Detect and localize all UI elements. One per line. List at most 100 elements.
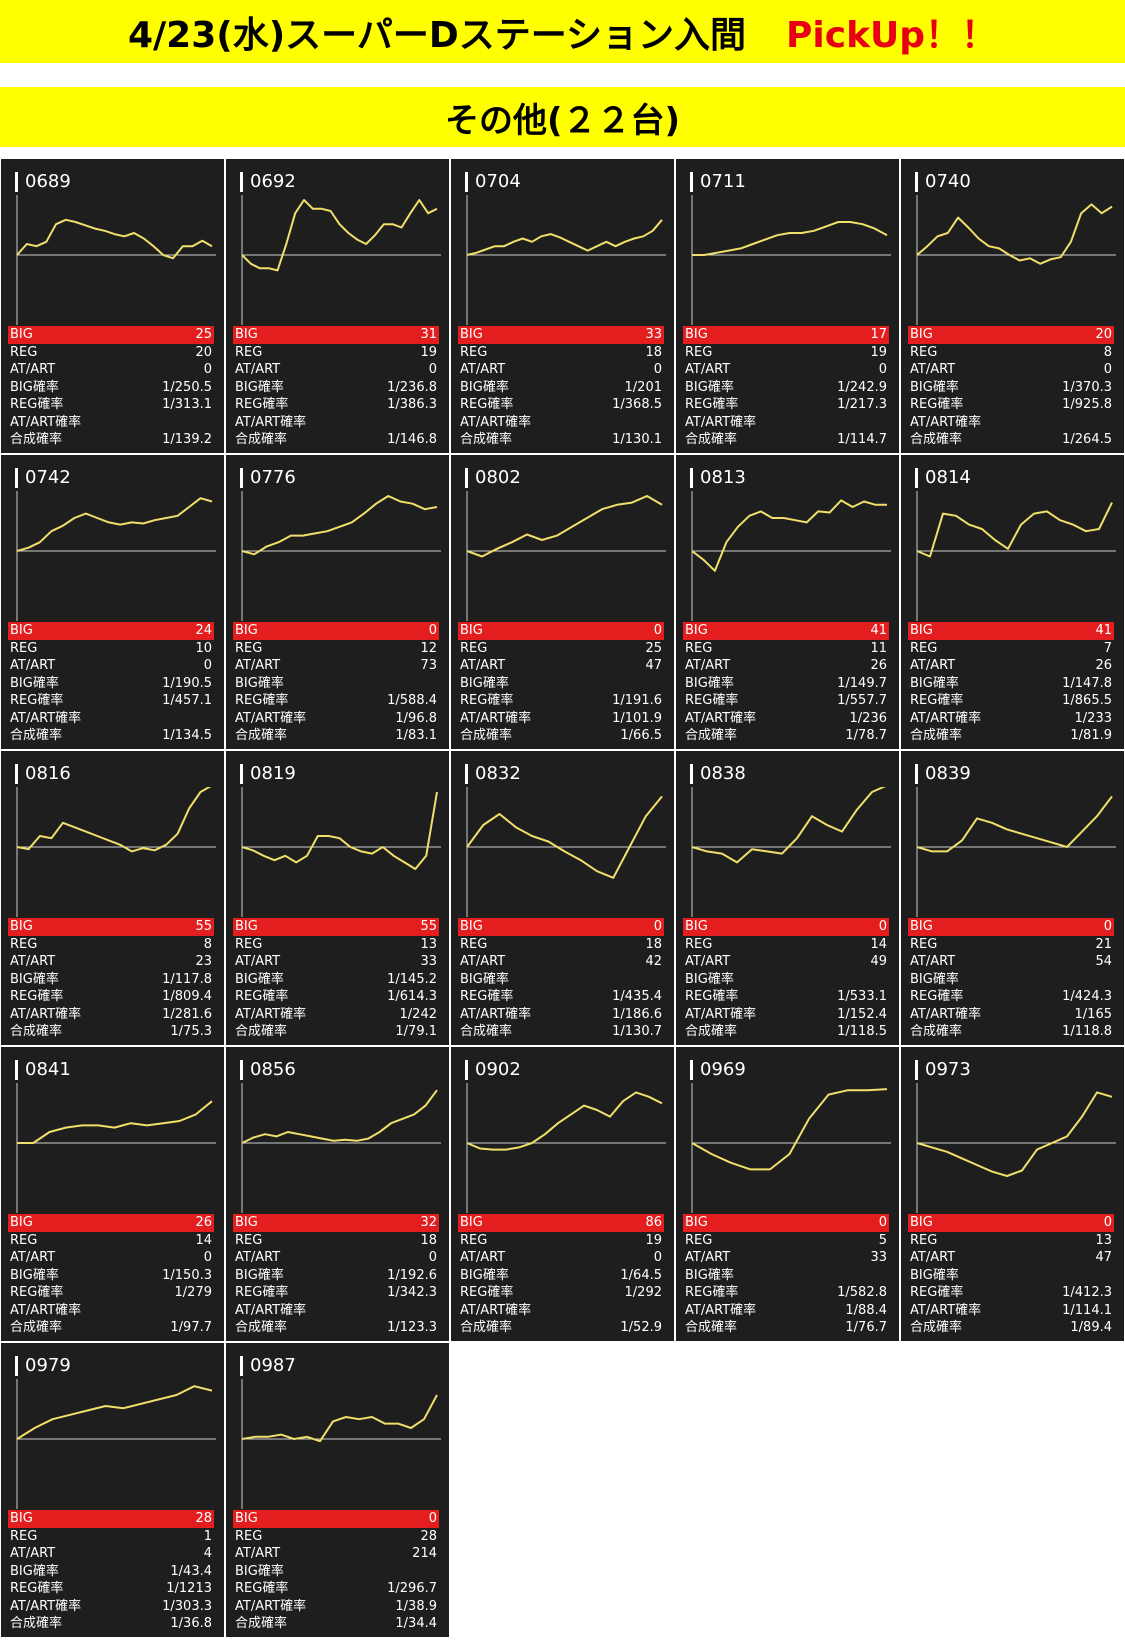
machine-card[interactable]: 0979 BIG 28 REG 1 AT/ART 4 BIG確率 1/43.4 … [1,1343,224,1637]
machine-number: 0814 [925,467,971,488]
stat-value: 1/236 [849,710,887,726]
stat-value: 1/296.7 [387,1581,437,1596]
stat-value: 18 [645,344,662,360]
stat-row-total-rate: 合成確率 1/78.7 [683,727,889,745]
stat-label: REG確率 [10,1285,64,1300]
stat-value: 1/83.1 [395,728,437,743]
stat-value: 1/192.6 [387,1267,437,1283]
stat-label: REG確率 [460,989,514,1004]
stat-label: AT/ART確率 [910,1302,982,1318]
stats-table: BIG 20 REG 8 AT/ART 0 BIG確率 1/370.3 REG確… [908,326,1114,449]
machine-card[interactable]: 0816 BIG 55 REG 8 AT/ART 23 BIG確率 1/117.… [1,751,224,1045]
stat-label: BIG [235,1215,258,1230]
stat-row-at-rate: AT/ART確率 1/303.3 [8,1598,214,1616]
stat-row-big-rate: BIG確率 1/147.8 [908,675,1114,693]
machine-card[interactable]: 0969 BIG 0 REG 5 AT/ART 33 BIG確率 REG確率 1… [676,1047,899,1341]
stat-row-reg: REG 14 [8,1232,214,1250]
stat-row-reg: REG 18 [458,936,664,954]
stat-value: 26 [1095,658,1112,673]
stat-label: REG [235,640,263,656]
stat-label: REG [10,936,38,952]
stat-label: AT/ART確率 [10,1006,82,1022]
stat-label: BIG確率 [235,1267,284,1283]
machine-number: 0711 [700,171,746,192]
stat-value: 1/292 [624,1285,662,1300]
graph-line [241,495,438,556]
stat-label: 合成確率 [460,432,513,447]
machine-card[interactable]: 0819 BIG 55 REG 13 AT/ART 33 BIG確率 1/145… [226,751,449,1045]
stat-label: AT/ART確率 [460,1302,532,1318]
accent-bar [15,1356,18,1376]
machine-number: 0740 [925,171,971,192]
stat-label: BIG [685,327,708,342]
accent-bar [240,764,243,784]
stat-label: 合成確率 [460,1024,513,1039]
machine-card[interactable]: 0740 BIG 20 REG 8 AT/ART 0 BIG確率 1/370.3… [901,159,1124,453]
stat-label: REG [460,344,488,360]
stat-value: 18 [420,1232,437,1248]
machine-card[interactable]: 0742 BIG 24 REG 10 AT/ART 0 BIG確率 1/190.… [1,455,224,749]
stat-row-big-rate: BIG確率 1/250.5 [8,379,214,397]
stat-label: AT/ART確率 [910,710,982,726]
stat-row-big: BIG 32 [233,1214,439,1232]
machine-card[interactable]: 0813 BIG 41 REG 11 AT/ART 26 BIG確率 1/149… [676,455,899,749]
stats-table: BIG 32 REG 18 AT/ART 0 BIG確率 1/192.6 REG… [233,1214,439,1337]
machine-number: 0689 [25,171,71,192]
graph-line [466,219,663,256]
graph-line [241,199,438,272]
machine-number: 0979 [25,1355,71,1376]
machine-card[interactable]: 0689 BIG 25 REG 20 AT/ART 0 BIG確率 1/250.… [1,159,224,453]
stat-value: 10 [195,640,212,656]
machine-card[interactable]: 0838 BIG 0 REG 14 AT/ART 49 BIG確率 REG確率 … [676,751,899,1045]
stat-label: REG確率 [235,1285,289,1300]
machine-number: 0969 [700,1059,746,1080]
machine-card[interactable]: 0776 BIG 0 REG 12 AT/ART 73 BIG確率 REG確率 … [226,455,449,749]
stat-label: 合成確率 [235,1320,288,1335]
stat-row-reg: REG 19 [233,344,439,362]
graph-line [466,495,663,558]
stat-row-reg: REG 11 [683,640,889,658]
stat-row-reg: REG 5 [683,1232,889,1250]
machine-card[interactable]: 0987 BIG 0 REG 28 AT/ART 214 BIG確率 REG確率… [226,1343,449,1637]
stat-value: 1/412.3 [1062,1285,1112,1300]
machine-card[interactable]: 0841 BIG 26 REG 14 AT/ART 0 BIG確率 1/150.… [1,1047,224,1341]
stat-label: REG確率 [235,397,289,412]
stat-value: 14 [195,1232,212,1248]
machine-card[interactable]: 0711 BIG 17 REG 19 AT/ART 0 BIG確率 1/242.… [676,159,899,453]
stat-row-big: BIG 0 [908,1214,1114,1232]
machine-card[interactable]: 0856 BIG 32 REG 18 AT/ART 0 BIG確率 1/192.… [226,1047,449,1341]
stat-value: 1/386.3 [387,397,437,412]
stat-value: 1/614.3 [387,989,437,1004]
machine-card[interactable]: 0814 BIG 41 REG 7 AT/ART 26 BIG確率 1/147.… [901,455,1124,749]
machine-card[interactable]: 0973 BIG 0 REG 13 AT/ART 47 BIG確率 REG確率 … [901,1047,1124,1341]
stat-label: 合成確率 [685,728,738,743]
stat-row-big: BIG 0 [458,918,664,936]
stat-row-reg: REG 10 [8,640,214,658]
stat-value: 1/281.6 [162,1006,212,1022]
stat-row-big-rate: BIG確率 1/150.3 [8,1267,214,1285]
stat-label: AT/ART確率 [10,414,82,430]
stat-row-big-rate: BIG確率 1/145.2 [233,971,439,989]
stat-row-total-rate: 合成確率 1/123.3 [233,1319,439,1337]
stat-value: 1/52.9 [620,1320,662,1335]
stat-row-reg: REG 20 [8,344,214,362]
stat-value: 14 [870,936,887,952]
stat-value: 1/139.2 [162,432,212,447]
stat-row-at: AT/ART 0 [8,1249,214,1267]
stat-label: AT/ART [460,362,506,377]
stat-row-at-rate: AT/ART確率 1/101.9 [458,710,664,728]
machine-card[interactable]: 0839 BIG 0 REG 21 AT/ART 54 BIG確率 REG確率 … [901,751,1124,1045]
stat-label: BIG確率 [10,1267,59,1283]
machine-card[interactable]: 0902 BIG 86 REG 19 AT/ART 0 BIG確率 1/64.5… [451,1047,674,1341]
payout-graph [691,787,891,917]
stat-row-at-rate: AT/ART確率 [908,414,1114,432]
graph-line [16,497,213,552]
machine-card[interactable]: 0704 BIG 33 REG 18 AT/ART 0 BIG確率 1/201 … [451,159,674,453]
machine-card[interactable]: 0802 BIG 0 REG 25 AT/ART 47 BIG確率 REG確率 … [451,455,674,749]
payout-graph [241,195,441,325]
machine-card[interactable]: 0832 BIG 0 REG 18 AT/ART 42 BIG確率 REG確率 … [451,751,674,1045]
stat-value: 21 [1095,936,1112,952]
stat-label: REG確率 [235,693,289,708]
machine-card[interactable]: 0692 BIG 31 REG 19 AT/ART 0 BIG確率 1/236.… [226,159,449,453]
pickup-label: PickUp！！ [786,14,998,56]
